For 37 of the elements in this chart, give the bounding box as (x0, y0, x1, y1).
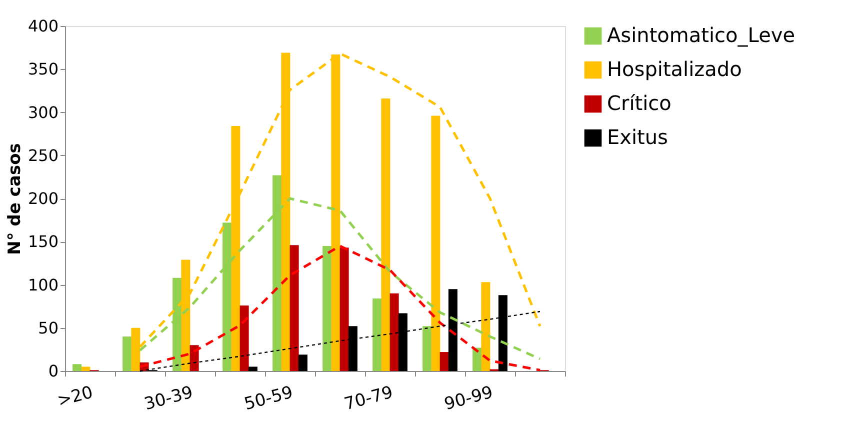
y-tick-label: 50 (38, 318, 58, 338)
bar (298, 354, 308, 371)
bar (240, 305, 249, 371)
y-tick-label: 100 (28, 275, 58, 294)
x-tick-label: 70-79 (342, 382, 396, 415)
x-tick-label: >20 (55, 382, 96, 412)
x-tick-label: 50-59 (242, 382, 296, 415)
x-tick-label: 30-39 (142, 382, 196, 415)
bar (190, 345, 199, 371)
bar (440, 352, 449, 371)
y-tick-label: 0 (48, 362, 58, 380)
bar (81, 366, 90, 371)
bar (290, 245, 299, 371)
bar (122, 336, 132, 371)
bar (381, 98, 390, 371)
y-tick-label: 350 (28, 60, 58, 79)
legend-label: Exitus (607, 125, 668, 149)
y-axis-title: N° de casos (4, 143, 25, 255)
y-tick-label: 150 (28, 232, 58, 252)
legend-label: Hospitalizado (607, 57, 742, 81)
y-tick-label: 250 (28, 146, 58, 165)
bar (481, 282, 490, 371)
y-tick-label: 300 (28, 102, 58, 122)
y-tick-label: 400 (28, 16, 58, 36)
legend-label: Asintomatico_Leve (607, 23, 796, 47)
bar (248, 366, 258, 371)
bar (431, 116, 440, 371)
line-series (138, 244, 542, 372)
bar (322, 246, 332, 371)
bar (390, 293, 399, 371)
y-tick-label: 200 (28, 189, 58, 208)
bar (372, 298, 382, 371)
bar (422, 326, 432, 371)
x-tick-label: 90-99 (442, 382, 496, 415)
legend-label: Crítico (607, 91, 672, 115)
bar (340, 248, 349, 371)
bar (72, 364, 82, 371)
